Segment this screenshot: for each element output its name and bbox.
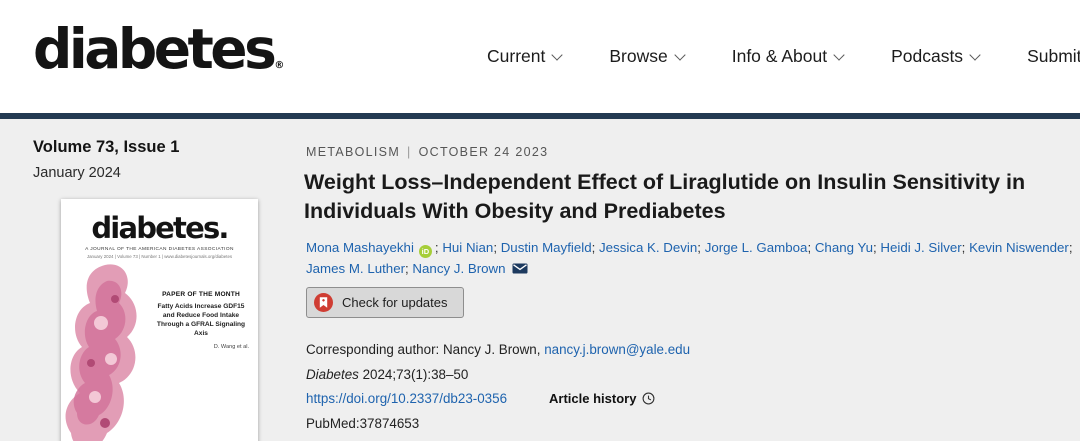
cover-feature-block: PAPER OF THE MONTH Fatty Acids Increase …	[153, 291, 249, 350]
check-for-updates-label: Check for updates	[342, 295, 448, 310]
nav-item-current[interactable]: Current	[487, 46, 564, 67]
author-link[interactable]: James M. Luther	[306, 260, 406, 276]
chevron-down-icon	[833, 48, 845, 61]
site-header: diabetes® Current Browse Info & About Podca…	[0, 0, 1080, 113]
citation-detail: 2024;73(1):38–50	[358, 367, 469, 382]
orcid-icon[interactable]: iD	[418, 245, 432, 259]
doi-link[interactable]: https://doi.org/10.2337/db23-0356	[306, 391, 508, 406]
author-link[interactable]: Heidi J. Silver	[880, 240, 962, 255]
article-meta: METABOLISM | OCTOBER 24 2023	[306, 145, 548, 159]
nav-item-podcasts[interactable]: Podcasts	[891, 46, 981, 67]
nav-item-label: Podcasts	[891, 46, 964, 66]
article-category-link[interactable]: METABOLISM	[306, 145, 401, 159]
cover-tissue-art-image	[65, 264, 137, 441]
cover-journal-logo: diabetes.	[91, 211, 229, 245]
history-clock-icon	[643, 392, 655, 405]
author-link[interactable]: Hui Nian	[442, 240, 494, 255]
author-link[interactable]: Nancy J. Brown	[412, 260, 506, 276]
nav-item-label: Info & About	[731, 46, 828, 66]
nav-item-label: Browse	[609, 46, 668, 66]
nav-item-label: Submit	[1027, 46, 1080, 66]
author-separator: ;	[697, 240, 705, 255]
journal-logo[interactable]: diabetes®	[33, 22, 284, 77]
crossmark-icon	[314, 293, 333, 312]
author-link[interactable]: Jorge L. Gamboa	[704, 240, 808, 255]
corresponding-email-link[interactable]: nancy.j.brown@yale.edu	[544, 342, 691, 357]
corresponding-author-line: Corresponding author: Nancy J. Brown, na…	[306, 342, 690, 357]
nav-item-browse[interactable]: Browse	[609, 46, 686, 67]
registered-mark: ®	[274, 60, 285, 71]
pubmed-line: PubMed:37874653	[306, 416, 419, 431]
cover-journal-subtitle: A JOURNAL OF THE AMERICAN DIABETES ASSOC…	[85, 247, 234, 252]
author-link[interactable]: Dustin Mayfield	[500, 240, 592, 255]
article-title: Weight Loss–Independent Effect of Liragl…	[304, 170, 1026, 223]
citation-line: Diabetes 2024;73(1):38–50	[306, 367, 468, 382]
pubmed-id: 37874653	[359, 416, 420, 431]
citation-journal-name: Diabetes	[306, 367, 359, 382]
author-separator: ;	[807, 240, 815, 255]
author-separator: ;	[434, 240, 443, 255]
chevron-down-icon	[674, 48, 686, 61]
article-history-toggle[interactable]: Article history	[549, 391, 655, 406]
author-link[interactable]: Mona Mashayekhi	[306, 240, 414, 255]
author-separator: ;	[493, 240, 501, 255]
journal-cover[interactable]: diabetes. A JOURNAL OF THE AMERICAN DIAB…	[61, 199, 258, 441]
article-pub-date: OCTOBER 24 2023	[418, 145, 549, 159]
author-link[interactable]: Chang Yu	[814, 240, 873, 255]
issue-date: January 2024	[33, 165, 121, 181]
article-history-label: Article history	[549, 391, 637, 406]
author-separator: ;	[961, 240, 970, 255]
header-accent-bar	[0, 113, 1080, 119]
meta-separator: |	[407, 145, 412, 159]
nav-item-label: Current	[487, 46, 546, 66]
chevron-down-icon	[551, 48, 564, 61]
author-separator: ;	[873, 240, 881, 255]
author-list: Mona Mashayekhi iD; Hui Nian; Dustin Mayf…	[306, 238, 1080, 280]
journal-logo-text: diabetes	[33, 17, 277, 81]
check-for-updates-button[interactable]: Check for updates	[306, 287, 464, 318]
nav-item-info-about[interactable]: Info & About	[731, 46, 845, 67]
cover-issue-info: January 2024 | Volume 73 | Number 1 | ww…	[86, 254, 233, 259]
nav-item-submit[interactable]: Submit	[1027, 46, 1080, 67]
chevron-down-icon	[969, 48, 981, 61]
issue-title: Volume 73, Issue 1	[33, 138, 180, 156]
author-link[interactable]: Jessica K. Devin	[599, 240, 698, 255]
author-link[interactable]: Kevin Niswender	[969, 240, 1069, 255]
cover-feature-authors: D. Wang et al.	[213, 343, 249, 350]
main-nav: Current Browse Info & About Podcasts Submit	[487, 0, 1080, 113]
cover-feature-label: PAPER OF THE MONTH	[162, 291, 240, 298]
pubmed-label: PubMed:	[306, 416, 360, 431]
doi-row: https://doi.org/10.2337/db23-0356 Articl…	[306, 391, 655, 406]
corresponding-author-text: Corresponding author: Nancy J. Brown,	[306, 342, 541, 357]
author-separator: ;	[405, 260, 413, 276]
cover-feature-title: Fatty Acids Increase GDF15 and Reduce Fo…	[156, 303, 246, 337]
author-separator: ;	[591, 240, 599, 255]
email-envelope-icon[interactable]	[512, 260, 528, 281]
author-separator: ;	[1068, 240, 1073, 255]
